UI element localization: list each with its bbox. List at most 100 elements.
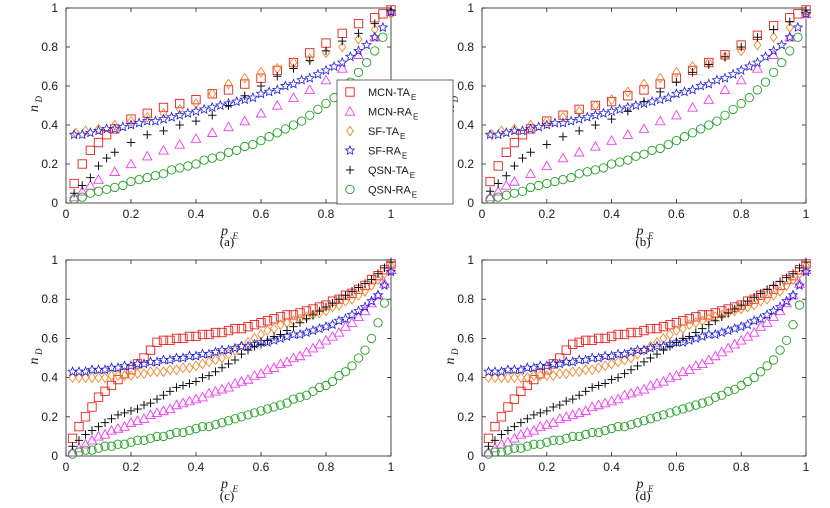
data-point-circle bbox=[785, 46, 795, 56]
data-point-plus bbox=[639, 357, 649, 367]
data-point-star bbox=[580, 354, 592, 365]
data-point-triangle bbox=[500, 179, 512, 190]
series-qsn-ta-e bbox=[69, 5, 396, 198]
data-point-square bbox=[223, 325, 234, 336]
data-point-plus bbox=[360, 279, 370, 288]
data-point-diamond bbox=[691, 317, 700, 329]
y-axis-label-group: nD bbox=[27, 96, 44, 113]
y-tick-label: 0.2 bbox=[457, 410, 474, 424]
data-point-plus bbox=[769, 281, 778, 290]
data-point-plus bbox=[568, 394, 577, 404]
data-point-square bbox=[145, 345, 156, 355]
data-point-triangle bbox=[184, 395, 195, 406]
data-point-diamond bbox=[491, 372, 499, 384]
x-tick-label: 0.6 bbox=[253, 207, 270, 221]
data-point-circle bbox=[347, 361, 357, 371]
data-point-circle bbox=[249, 408, 260, 418]
data-point-triangle bbox=[784, 31, 796, 42]
data-point-diamond bbox=[769, 31, 778, 43]
data-point-plus bbox=[198, 373, 207, 382]
data-point-star bbox=[99, 364, 111, 375]
data-point-plus bbox=[178, 381, 188, 390]
data-point-star bbox=[340, 313, 351, 324]
data-point-diamond bbox=[510, 372, 519, 384]
data-point-circle bbox=[101, 184, 112, 195]
data-point-triangle bbox=[606, 134, 618, 145]
data-point-square bbox=[230, 323, 240, 334]
data-point-circle bbox=[590, 165, 601, 175]
data-point-circle bbox=[655, 143, 665, 154]
data-point-plus bbox=[321, 302, 331, 312]
y-tick-label: 0 bbox=[51, 196, 58, 210]
data-point-square bbox=[321, 38, 331, 48]
data-point-plus bbox=[191, 116, 201, 126]
data-point-star bbox=[768, 305, 779, 316]
data-point-triangle bbox=[177, 397, 189, 408]
data-point-star bbox=[500, 127, 512, 138]
data-point-plus bbox=[282, 326, 292, 335]
data-point-plus bbox=[152, 394, 162, 404]
data-point-plus bbox=[485, 187, 495, 196]
data-point-star bbox=[794, 279, 805, 291]
data-point-diamond bbox=[348, 293, 356, 305]
data-point-diamond bbox=[166, 364, 174, 376]
data-point-square bbox=[158, 102, 169, 113]
legend-label: MCN-TA bbox=[368, 87, 411, 99]
data-point-triangle bbox=[210, 385, 221, 396]
data-point-square bbox=[240, 79, 250, 89]
data-point-triangle bbox=[751, 62, 763, 73]
series-qsn-ta-e bbox=[484, 257, 811, 451]
x-axis-label-subscript: E bbox=[232, 484, 239, 494]
data-point-square bbox=[77, 159, 87, 169]
data-point-plus bbox=[217, 363, 227, 372]
data-point-plus bbox=[341, 291, 350, 300]
data-point-circle bbox=[197, 421, 208, 432]
data-point-square bbox=[793, 9, 803, 19]
y-tick-label: 0.6 bbox=[457, 331, 474, 345]
data-point-square bbox=[295, 308, 305, 318]
data-point-diamond bbox=[607, 94, 616, 106]
data-point-diamond bbox=[208, 88, 217, 100]
x-tick-label: 1 bbox=[388, 207, 395, 221]
data-point-plus bbox=[367, 275, 376, 284]
data-point-plus bbox=[386, 5, 396, 15]
data-point-diamond bbox=[140, 368, 148, 380]
y-tick-label: 1 bbox=[467, 253, 474, 267]
data-point-diamond bbox=[549, 370, 558, 382]
data-point-plus bbox=[801, 5, 811, 15]
data-point-circle bbox=[184, 425, 195, 436]
data-point-square bbox=[587, 335, 597, 346]
data-point-plus bbox=[354, 29, 363, 38]
data-point-diamond bbox=[503, 372, 512, 384]
x-tick-label: 0.6 bbox=[668, 207, 685, 221]
data-point-star bbox=[784, 31, 796, 42]
data-point-triangle bbox=[229, 377, 241, 388]
data-point-triangle bbox=[768, 311, 780, 321]
data-point-star bbox=[125, 119, 137, 130]
data-point-triangle bbox=[203, 387, 215, 398]
data-point-square bbox=[74, 421, 84, 432]
data-point-circle bbox=[223, 147, 234, 157]
data-point-plus bbox=[626, 365, 636, 374]
data-point-circle bbox=[516, 443, 526, 453]
axes-frame bbox=[481, 259, 807, 457]
data-point-diamond bbox=[127, 115, 135, 127]
data-point-plus bbox=[69, 189, 79, 198]
data-point-star bbox=[662, 92, 674, 103]
x-tick-label: 0.2 bbox=[538, 207, 555, 221]
data-point-diamond bbox=[143, 111, 152, 123]
legend-marker-triangle bbox=[344, 105, 356, 116]
data-point-plus bbox=[159, 391, 168, 400]
data-point-circle bbox=[561, 433, 571, 444]
y-tick-label: 0.8 bbox=[457, 292, 474, 306]
data-point-plus bbox=[120, 408, 129, 418]
data-point-star bbox=[517, 125, 528, 136]
data-point-circle bbox=[606, 423, 617, 434]
y-tick-label: 1 bbox=[467, 1, 474, 15]
x-tick-label: 0.2 bbox=[538, 460, 555, 474]
data-point-star bbox=[177, 352, 189, 363]
y-axis-label-subscript: D bbox=[450, 96, 460, 104]
data-point-star bbox=[760, 51, 771, 62]
data-point-triangle bbox=[109, 166, 121, 176]
data-point-diamond bbox=[614, 356, 623, 368]
